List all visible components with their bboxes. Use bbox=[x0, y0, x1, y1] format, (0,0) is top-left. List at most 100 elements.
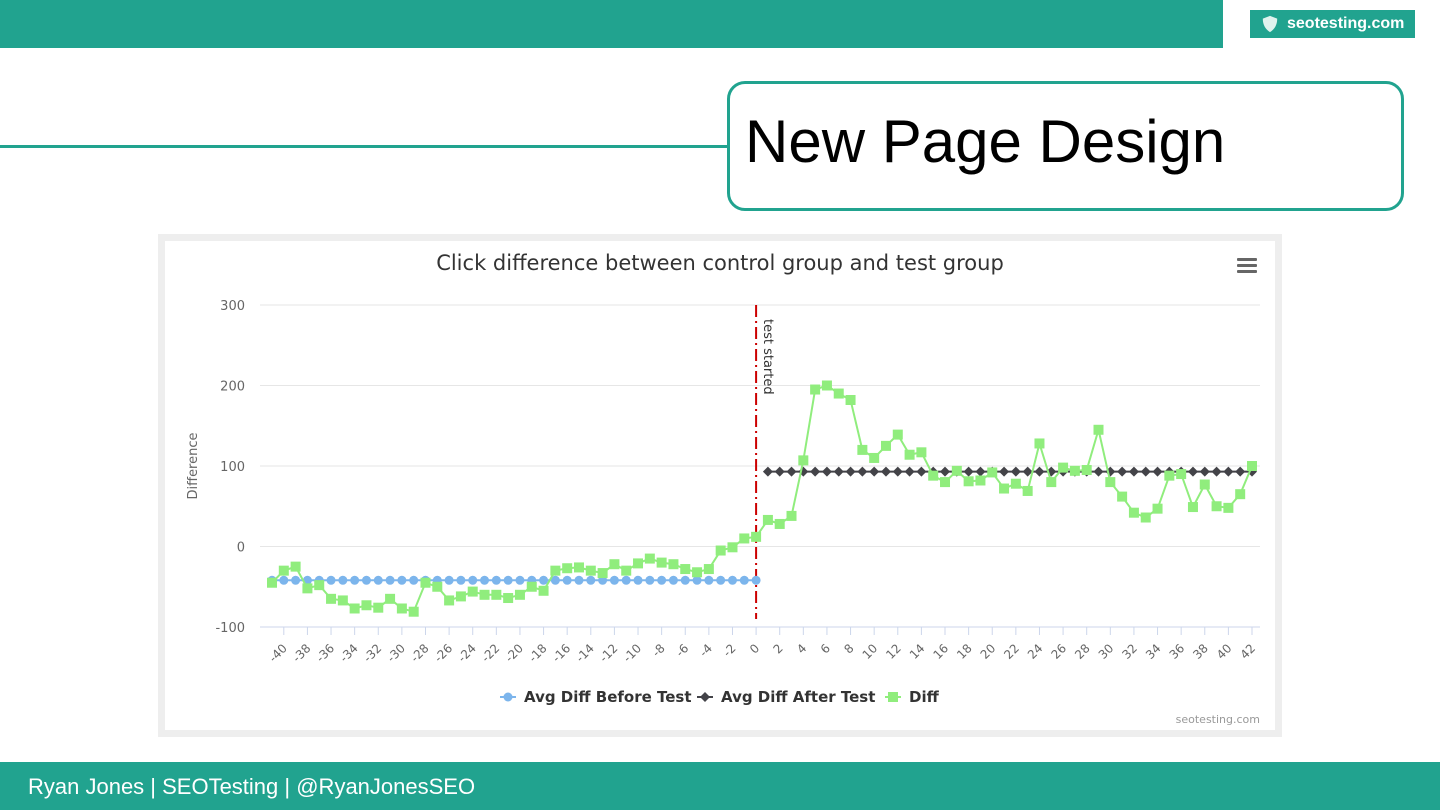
legend-label: Diff bbox=[909, 688, 940, 706]
y-tick-label: 300 bbox=[220, 299, 245, 314]
data-point bbox=[880, 440, 891, 451]
data-point bbox=[888, 692, 898, 702]
series-line bbox=[271, 384, 1253, 613]
data-point bbox=[385, 575, 395, 585]
data-point bbox=[350, 575, 360, 585]
x-tick-label: -6 bbox=[673, 641, 691, 659]
data-point bbox=[1117, 491, 1128, 502]
data-point bbox=[444, 595, 455, 606]
x-tick-label: -28 bbox=[408, 641, 432, 665]
data-point bbox=[396, 603, 407, 614]
data-point bbox=[751, 531, 762, 542]
data-point bbox=[621, 565, 632, 576]
x-tick-label: 42 bbox=[1237, 641, 1258, 662]
data-point bbox=[880, 466, 891, 477]
data-point bbox=[680, 575, 690, 585]
series-diff bbox=[267, 380, 1257, 617]
data-point bbox=[361, 600, 372, 611]
footer-text: Ryan Jones | SEOTesting | @RyanJonesSEO bbox=[28, 774, 476, 799]
data-point bbox=[302, 583, 313, 594]
x-tick-label: -10 bbox=[620, 641, 644, 665]
data-point bbox=[633, 575, 643, 585]
x-tick-label: -24 bbox=[455, 641, 479, 665]
data-point bbox=[645, 575, 655, 585]
y-axis-ticks: -100 0 100 200 300 bbox=[215, 299, 245, 636]
x-tick-label: -18 bbox=[526, 641, 550, 665]
data-point bbox=[821, 466, 832, 477]
legend-label: Avg Diff Before Test bbox=[524, 688, 692, 706]
data-point bbox=[833, 388, 844, 399]
data-point bbox=[514, 589, 525, 600]
data-point bbox=[916, 447, 927, 458]
data-point bbox=[278, 565, 289, 576]
data-point bbox=[1211, 466, 1222, 477]
chart-menu-icon[interactable] bbox=[1237, 258, 1257, 276]
data-point bbox=[444, 575, 454, 585]
x-tick-label: -34 bbox=[337, 641, 361, 665]
data-point bbox=[550, 575, 560, 585]
x-tick-label: 36 bbox=[1167, 641, 1188, 662]
x-tick-label: -38 bbox=[290, 641, 314, 665]
data-point bbox=[290, 561, 301, 572]
data-point bbox=[1235, 466, 1246, 477]
data-point bbox=[1187, 502, 1198, 513]
x-tick-label: -22 bbox=[479, 641, 503, 665]
chart-grid bbox=[260, 304, 1260, 628]
data-point bbox=[1058, 462, 1069, 473]
data-point bbox=[786, 510, 797, 521]
legend-item[interactable]: Diff bbox=[885, 688, 940, 706]
data-point bbox=[373, 602, 384, 613]
x-tick-label: -4 bbox=[697, 641, 715, 659]
data-point bbox=[1046, 477, 1057, 488]
data-point bbox=[845, 394, 856, 405]
data-point bbox=[338, 575, 348, 585]
data-point bbox=[1152, 503, 1163, 514]
data-point bbox=[467, 586, 478, 597]
annotation-layer: test started bbox=[755, 305, 775, 619]
data-point bbox=[1128, 507, 1139, 518]
data-point bbox=[762, 466, 773, 477]
x-tick-label: 28 bbox=[1072, 641, 1093, 662]
data-point bbox=[1235, 489, 1246, 500]
seotesting-logo[interactable]: seotesting.com bbox=[1250, 10, 1415, 38]
chart-title: Click difference between control group a… bbox=[436, 251, 1004, 275]
data-point bbox=[951, 465, 962, 476]
data-point bbox=[833, 466, 844, 477]
data-point bbox=[857, 444, 868, 455]
data-point bbox=[1176, 469, 1187, 480]
x-tick-label: -8 bbox=[649, 641, 667, 659]
data-point bbox=[1010, 478, 1021, 489]
data-point bbox=[1164, 470, 1175, 481]
data-point bbox=[1022, 466, 1033, 477]
data-point bbox=[715, 545, 726, 556]
logo-text: seotesting.com bbox=[1287, 15, 1405, 32]
data-point bbox=[455, 591, 466, 602]
data-point bbox=[1093, 466, 1104, 477]
data-point bbox=[314, 580, 325, 591]
data-point bbox=[928, 470, 939, 481]
data-point bbox=[1069, 465, 1080, 476]
data-point bbox=[373, 575, 383, 585]
data-point bbox=[739, 533, 750, 544]
data-point bbox=[727, 542, 738, 553]
data-point bbox=[633, 558, 644, 569]
x-tick-label: -12 bbox=[597, 641, 621, 665]
x-tick-label: -16 bbox=[550, 641, 574, 665]
x-tick-label: 26 bbox=[1049, 641, 1070, 662]
x-tick-label: 34 bbox=[1143, 641, 1164, 662]
legend-item[interactable]: Avg Diff Before Test bbox=[500, 688, 692, 706]
legend-label: Avg Diff After Test bbox=[721, 688, 875, 706]
data-point bbox=[515, 575, 525, 585]
data-point bbox=[1010, 466, 1021, 477]
data-point bbox=[774, 466, 785, 477]
data-point bbox=[999, 466, 1010, 477]
data-point bbox=[291, 575, 301, 585]
data-point bbox=[1247, 461, 1257, 471]
data-point bbox=[539, 575, 549, 585]
data-point bbox=[1140, 512, 1151, 523]
data-point bbox=[468, 575, 478, 585]
legend-item[interactable]: Avg Diff After Test bbox=[697, 688, 875, 706]
chart-credit[interactable]: seotesting.com bbox=[1175, 713, 1260, 726]
slide-title: New Page Design bbox=[745, 108, 1226, 175]
title-box: New Page Design bbox=[727, 81, 1404, 211]
